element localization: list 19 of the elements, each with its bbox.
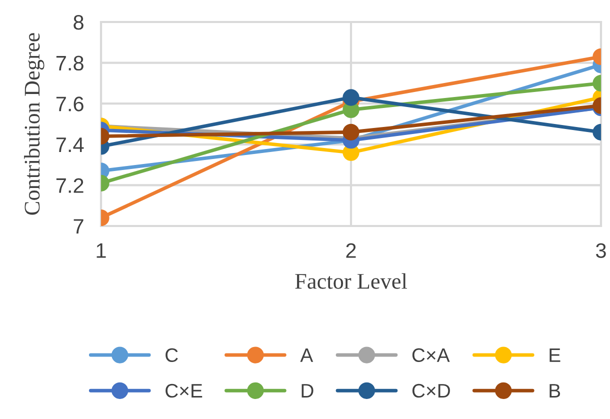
- legend-label: C×A: [412, 348, 450, 362]
- legend-label: D: [302, 384, 314, 398]
- y-tick-label: 7.8: [56, 56, 84, 71]
- y-tick-label: 8: [74, 15, 84, 30]
- legend-label: E: [550, 348, 560, 362]
- y-tick-label: 7: [74, 219, 84, 234]
- x-tick-label: 2: [346, 243, 356, 258]
- legend-label: B: [550, 384, 560, 398]
- legend-label: C: [166, 348, 178, 362]
- y-tick-label: 7.6: [56, 96, 84, 112]
- legend-label: A: [300, 348, 314, 362]
- x-tick-label: 3: [596, 243, 606, 258]
- y-axis-title: Contribution Degree: [24, 33, 44, 215]
- x-axis-title: Factor Level: [295, 273, 408, 289]
- y-tick-label: 7.4: [56, 138, 84, 152]
- legend-label: C×E: [166, 384, 202, 398]
- x-tick-label: 1: [96, 243, 106, 258]
- legend-label: C×D: [412, 384, 450, 398]
- y-tick-label: 7.2: [56, 178, 84, 193]
